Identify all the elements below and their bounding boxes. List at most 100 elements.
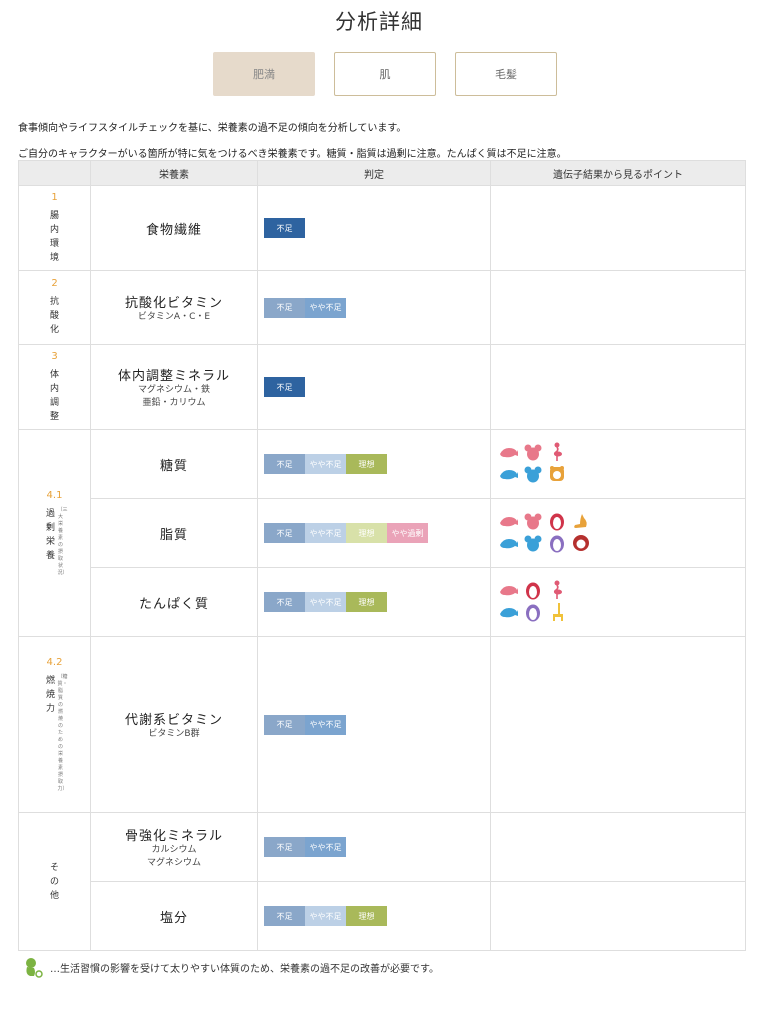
category-other: その他 [18,812,91,951]
level-riso: 理想 [346,906,387,926]
judgement-cell: 不足 [257,185,491,271]
judgement-cell: 不足 やや不足 理想 [257,429,491,499]
level-riso: 理想 [346,523,387,543]
category-number: 1 [51,191,58,203]
category-burning-power: 4.2 燃焼力（糖質・脂質の燃焼のための栄養素摂取力） [18,636,91,813]
flamingo-icon [547,442,567,462]
judgement-bar: 不足 [264,218,490,238]
koala-icon [523,442,543,462]
nutrient-sub: ビタミンB群 [148,728,200,739]
points-cell [490,344,746,430]
nutrient-sub: カルシウム [151,844,197,855]
level-yaya-fusoku: やや不足 [305,297,346,318]
table-row: たんぱく質 不足 やや不足 理想 [19,567,746,637]
points-cell [490,881,746,951]
nutrient-name: 塩分 [159,910,188,926]
intro-text-1: 食事傾向やライフスタイルチェックを基に、栄養素の過不足の傾向を分析しています。 [18,123,407,134]
nutrient-cell: たんぱく質 [90,567,258,637]
judgement-cell: 不足 やや不足 [257,812,491,882]
category-body-regulation: 3 体内調整 [18,344,91,430]
judgement-cell: 不足 やや不足 理想 [257,567,491,637]
nutrient-sub-2: 亜鉛・カリウム [142,397,206,408]
judgement-bar: 不足 やや不足 理想 [264,592,490,612]
nutrient-sub: ビタミンA・C・E [137,311,211,322]
judgement-bar: 不足 やや不足 理想 [264,906,490,926]
character-group [499,511,745,555]
mascot-icon [22,956,44,978]
judgement-bar: 不足 やや不足 理想 やや過剰 [264,523,490,543]
nutrient-name: 体内調整ミネラル [117,368,230,384]
tab-hair[interactable]: 毛髪 [455,52,557,96]
analysis-table: 栄養素 判定 遺伝子結果から見るポイント 1 腸内環境 食物繊維 不足 [18,160,746,951]
page-title: 分析詳細 [335,10,423,34]
level-yaya-kajo: やや過剰 [387,523,428,543]
nutrient-sub: マグネシウム・鉄 [137,384,210,395]
category-label: 過剰栄養 [45,508,55,561]
level-fusoku: 不足 [264,714,305,735]
judgement-cell: 不足 [257,344,491,430]
level-fusoku: 不足 [264,297,305,318]
category-sub: （糖質・脂質の燃焼のための栄養素摂取力） [57,673,68,792]
nutrient-cell: 糖質 [90,429,258,499]
level-riso: 理想 [346,592,387,612]
header-judgement: 判定 [257,160,491,186]
tab-obesity[interactable]: 肥満 [213,52,315,96]
level-fusoku: 不足 [264,592,305,612]
header-nutrient: 栄養素 [90,160,258,186]
intro-text-2: ご自分のキャラクターがいる箇所が特に気をつけるべき栄養素です。糖質・脂質は過剰に… [18,149,567,160]
character-group [499,580,745,624]
nutrient-cell: 抗酸化ビタミン ビタミンA・C・E [90,270,258,345]
category-gut: 1 腸内環境 [18,185,91,271]
category-antioxidant: 2 抗酸化 [18,270,91,345]
judgement-cell: 不足 やや不足 [257,270,491,345]
kangaroo-icon [571,511,591,531]
level-yaya-fusoku: やや不足 [305,523,346,543]
category-label: 腸内環境 [49,210,59,263]
points-cell [490,429,746,499]
header-gene-points: 遺伝子結果から見るポイント [490,160,746,186]
penguin-icon [523,580,543,600]
nutrient-sub-2: マグネシウム [146,857,201,868]
seal-icon [499,442,519,462]
judgement-cell: 不足 やや不足 [257,636,491,813]
seal-icon [499,533,519,553]
koala-icon [523,464,543,484]
seal-icon [499,580,519,600]
table-row: 3 体内調整 体内調整ミネラル マグネシウム・鉄 亜鉛・カリウム 不足 [18,344,746,430]
judgement-bar: 不足 [264,377,490,397]
giraffe-icon [547,602,567,622]
level-yaya-fusoku: やや不足 [305,454,346,474]
points-cell [490,270,746,345]
penguin-icon [547,511,567,531]
category-label: 体内調整 [49,369,59,422]
nutrient-name: 食物繊維 [145,222,202,238]
judgement-bar: 不足 やや不足 [264,837,490,857]
level-riso: 理想 [346,454,387,474]
nutrient-cell: 食物繊維 [90,185,258,271]
level-yaya-fusoku: やや不足 [305,714,346,735]
table-row: 脂質 不足 やや不足 理想 やや過剰 [19,498,746,568]
nutrient-name: 糖質 [159,458,188,474]
points-cell [490,812,746,882]
level-fusoku: 不足 [264,218,305,238]
category-number: 3 [51,350,58,362]
penguin-icon [523,602,543,622]
judgement-bar: 不足 やや不足 [264,297,490,318]
koala-icon [523,533,543,553]
table-row: 2 抗酸化 抗酸化ビタミン ビタミンA・C・E 不足 やや不足 [18,270,746,345]
judgement-cell: 不足 やや不足 理想 [257,881,491,951]
koala-icon [523,511,543,531]
category-number: 2 [51,278,58,289]
table-row: 4.1 過剰栄養（三大栄養素の摂取状況） 糖質 不足 やや不足 理想 [18,429,746,637]
category-label: 抗酸化 [49,297,59,335]
level-yaya-fusoku: やや不足 [305,592,346,612]
points-cell [490,185,746,271]
nutrient-name: たんぱく質 [138,596,209,612]
seal-icon [499,602,519,622]
nutrient-name: 抗酸化ビタミン [124,295,223,311]
category-number: 4.1 [46,489,63,501]
tab-skin[interactable]: 肌 [334,52,436,96]
level-fusoku: 不足 [264,377,305,397]
nutrient-name: 脂質 [159,527,188,543]
points-cell [490,498,746,568]
